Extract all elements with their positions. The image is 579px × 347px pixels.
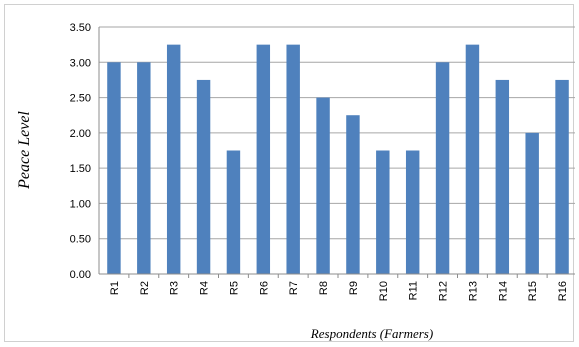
x-tick-label: R13 <box>467 281 479 301</box>
x-tick-label: R10 <box>378 281 390 301</box>
x-tick-label: R15 <box>527 281 539 301</box>
bar-r13 <box>465 44 480 275</box>
bar-r6 <box>256 44 271 275</box>
bar-r9 <box>346 115 360 274</box>
y-tick-label: 1.00 <box>70 198 91 210</box>
x-tick-label: R12 <box>438 281 450 301</box>
y-tick-label: 3.50 <box>70 22 91 34</box>
x-tick-label: R3 <box>169 281 181 295</box>
x-tick-label: R9 <box>348 281 360 295</box>
bar-r7 <box>286 44 300 275</box>
y-tick-label: 1.50 <box>70 163 91 175</box>
bar-r12 <box>435 62 450 275</box>
bar-r3 <box>166 44 181 275</box>
x-axis-title: Respondents (Farmers) <box>310 326 433 341</box>
bars <box>107 44 569 275</box>
bar-r10 <box>376 150 390 274</box>
y-tick-label: 2.00 <box>70 128 91 140</box>
bar-r15 <box>525 132 539 274</box>
x-tick-label: R4 <box>199 281 211 295</box>
x-tick-labels: R1 R2 R3 R4 R5 R6 R7 R8 R9 R10 R11 R12 R13 R14 R15 R16 <box>109 281 569 301</box>
y-axis-title: Peace Level <box>16 111 33 190</box>
y-tick-label: 3.00 <box>70 57 91 69</box>
bar-chart: 0.000.501.001.502.002.503.003.50 R1 R2 R3 R… <box>16 22 575 341</box>
y-tick-labels: 0.00 0.50 1.00 1.50 2.00 2.50 3.00 3.50 <box>70 22 91 281</box>
chart-frame: 0.00 0.50 1.00 1.50 2.00 2.50 3.00 3.50 R1 R2 R3 R… <box>4 4 575 342</box>
y-tick-label: 0.50 <box>70 234 91 246</box>
bar-r5 <box>226 150 241 274</box>
y-tick-label: 0.00 <box>70 269 91 281</box>
bar-r2 <box>137 62 151 275</box>
bar-r1 <box>107 62 121 275</box>
x-tick-label: R16 <box>557 281 569 301</box>
x-tick-label: R14 <box>497 281 509 301</box>
x-tick-label: R5 <box>228 281 240 295</box>
bar-r14 <box>495 79 510 274</box>
x-tick-label: R11 <box>408 281 420 300</box>
bar-r16 <box>555 79 569 274</box>
x-tick-label: R6 <box>258 281 270 295</box>
bar-r8 <box>316 97 330 274</box>
x-tick-label: R2 <box>139 281 151 295</box>
x-tick-label: R7 <box>288 281 300 295</box>
axes <box>98 27 575 278</box>
x-tick-label: R1 <box>109 281 121 295</box>
y-tick-label: 2.50 <box>70 93 91 105</box>
bar-r4 <box>196 79 211 274</box>
bar-r11 <box>405 150 420 274</box>
x-tick-label: R8 <box>318 281 330 295</box>
